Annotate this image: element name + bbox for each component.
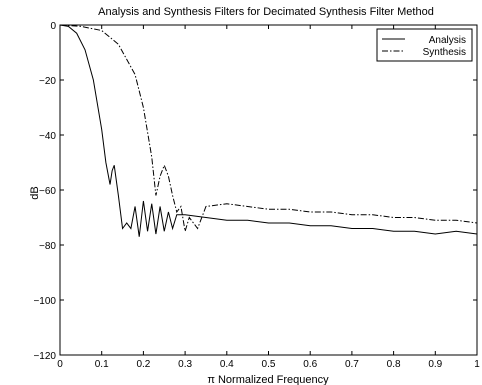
x-tick-label: 0.6	[303, 359, 317, 370]
series-line-synthesis	[60, 25, 477, 232]
y-tick-label: −40	[39, 131, 56, 142]
y-tick-label: −120	[33, 351, 56, 362]
legend-box	[376, 28, 473, 62]
chart-title: Analysis and Synthesis Filters for Decim…	[98, 6, 434, 18]
x-tick-label: 0.7	[345, 359, 359, 370]
x-axis-title: π Normalized Frequency	[207, 374, 329, 385]
y-tick-label: −100	[33, 296, 56, 307]
plot-frame	[59, 24, 478, 356]
y-axis-title: dB	[29, 186, 41, 199]
x-tick-label: 0.1	[95, 359, 109, 370]
legend-label-analysis: Analysis	[429, 35, 466, 46]
y-tick-label: −80	[39, 241, 56, 252]
x-tick-label: 0.5	[262, 359, 276, 370]
y-tick-label: −60	[39, 186, 56, 197]
y-tick-label: 0	[50, 21, 56, 32]
x-tick-label: 0.8	[387, 359, 401, 370]
x-tick-label: 0.2	[136, 359, 150, 370]
x-tick-label: 0.3	[178, 359, 192, 370]
x-tick-label: 0.9	[428, 359, 442, 370]
x-tick-label: 0	[57, 359, 63, 370]
x-tick-label: 0.4	[220, 359, 234, 370]
x-tick-label: 1	[474, 359, 480, 370]
series-line-analysis	[60, 25, 477, 237]
legend-label-synthesis: Synthesis	[423, 47, 466, 58]
y-tick-label: −20	[39, 76, 56, 87]
plot-area: 0 0.1 0.2 0.3 0.4 0.5 0.6 0.7 0.8 0.9 1 0 −20 −40 −60 −…	[33, 21, 480, 370]
